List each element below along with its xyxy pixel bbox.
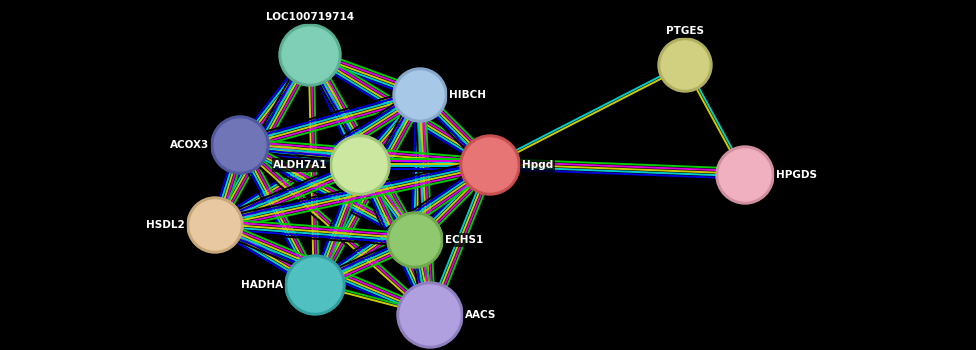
Text: HSDL2: HSDL2: [146, 220, 185, 230]
Circle shape: [658, 38, 712, 92]
Circle shape: [400, 285, 460, 345]
Circle shape: [661, 41, 709, 89]
Text: AACS: AACS: [465, 310, 497, 320]
Circle shape: [211, 116, 269, 174]
Circle shape: [288, 258, 342, 312]
Text: PTGES: PTGES: [666, 26, 704, 36]
Text: HADHA: HADHA: [241, 280, 283, 290]
Circle shape: [396, 71, 444, 119]
Circle shape: [463, 138, 517, 192]
Circle shape: [330, 135, 390, 195]
Circle shape: [719, 149, 771, 201]
Circle shape: [716, 146, 774, 204]
Circle shape: [187, 197, 243, 253]
Text: HPGDS: HPGDS: [776, 170, 817, 180]
Text: HIBCH: HIBCH: [449, 90, 486, 100]
Circle shape: [393, 68, 447, 122]
Circle shape: [460, 135, 520, 195]
Text: LOC100719714: LOC100719714: [265, 12, 354, 22]
Text: ACOX3: ACOX3: [170, 140, 209, 150]
Circle shape: [285, 255, 345, 315]
Text: Hpgd: Hpgd: [522, 160, 553, 170]
Circle shape: [282, 27, 338, 83]
Circle shape: [279, 24, 341, 86]
Circle shape: [333, 138, 387, 192]
Circle shape: [387, 212, 443, 268]
Circle shape: [390, 215, 440, 265]
Text: ALDH7A1: ALDH7A1: [273, 160, 328, 170]
Circle shape: [397, 282, 463, 348]
Circle shape: [214, 119, 266, 171]
Text: ECHS1: ECHS1: [445, 235, 483, 245]
Circle shape: [190, 200, 240, 250]
